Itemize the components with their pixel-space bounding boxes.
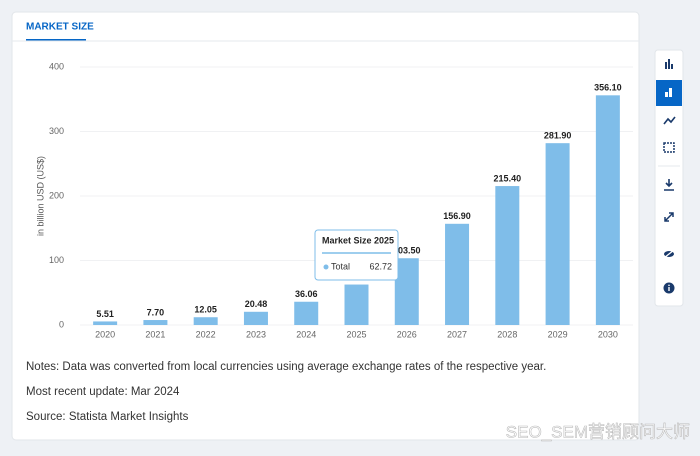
bar — [193, 317, 218, 325]
bar — [243, 311, 268, 325]
value-label: 356.10 — [594, 83, 622, 93]
bar — [445, 223, 470, 325]
y-tick-label: 400 — [49, 61, 64, 71]
bar — [294, 301, 319, 325]
x-tick-label: 2029 — [548, 329, 568, 339]
x-tick-label: 2027 — [447, 329, 467, 339]
info-button[interactable] — [663, 282, 675, 294]
y-tick-label: 200 — [49, 190, 64, 200]
value-label: 20.48 — [245, 299, 268, 309]
x-tick-label: 2023 — [246, 329, 266, 339]
plot: 0 100 200 300 400 2020 5.51 2021 7.70 2022 12.05 20… — [49, 61, 633, 339]
tooltip-title: Market Size 2025 — [322, 235, 394, 245]
tooltip-value: 62.72 — [369, 261, 392, 271]
fullscreen-button[interactable] — [664, 212, 674, 222]
bar — [93, 321, 118, 325]
note: Notes: Data was converted from local cur… — [26, 361, 546, 373]
value-label: 5.51 — [96, 309, 114, 319]
hide-button[interactable] — [663, 249, 675, 259]
table-button[interactable] — [663, 142, 675, 153]
bar-chart-button[interactable] — [656, 54, 682, 78]
bar — [545, 143, 570, 325]
x-tick-label: 2020 — [95, 329, 115, 339]
y-tick-label: 0 — [59, 319, 64, 329]
x-tick-label: 2025 — [346, 329, 366, 339]
tooltip-label: Total — [331, 261, 350, 271]
column-chart-button[interactable] — [656, 80, 682, 106]
download-button[interactable] — [664, 179, 674, 191]
watermark: SEO_SEM营销顾问大师 — [506, 422, 690, 441]
note: Most recent update: Mar 2024 — [26, 386, 180, 398]
value-label: 156.90 — [443, 211, 471, 221]
value-label: 36.06 — [295, 289, 318, 299]
bar — [344, 284, 369, 325]
value-label: 7.70 — [147, 307, 165, 317]
bar — [595, 95, 620, 326]
notes: Notes: Data was converted from local cur… — [26, 361, 546, 423]
note: Source: Statista Market Insights — [26, 411, 189, 423]
x-tick-label: 2028 — [497, 329, 517, 339]
value-label: 103.50 — [393, 246, 421, 256]
x-tick-label: 2022 — [196, 329, 216, 339]
tooltip: Market Size 2025 Total 62.72 — [314, 229, 399, 281]
y-tick-label: 300 — [49, 126, 64, 136]
y-tick-label: 100 — [49, 255, 64, 265]
tooltip-box — [314, 229, 399, 281]
card — [11, 11, 640, 441]
tooltip-dot — [323, 264, 329, 270]
x-tick-label: 2026 — [397, 329, 417, 339]
x-tick-label: 2021 — [145, 329, 165, 339]
value-label: 281.90 — [544, 131, 572, 141]
x-tick-label: 2030 — [598, 329, 618, 339]
toolbar-buttons — [656, 54, 682, 294]
bar — [143, 320, 168, 325]
value-label: 215.40 — [494, 173, 522, 183]
bar — [394, 258, 419, 325]
x-tick-label: 2024 — [296, 329, 316, 339]
y-axis-label: in billion USD (US$) — [35, 156, 45, 236]
line-chart-button[interactable] — [663, 116, 676, 125]
tab-title: MARKET SIZE — [26, 22, 94, 33]
toolbar — [654, 49, 684, 307]
value-label: 12.05 — [194, 305, 217, 315]
bar — [495, 186, 520, 325]
